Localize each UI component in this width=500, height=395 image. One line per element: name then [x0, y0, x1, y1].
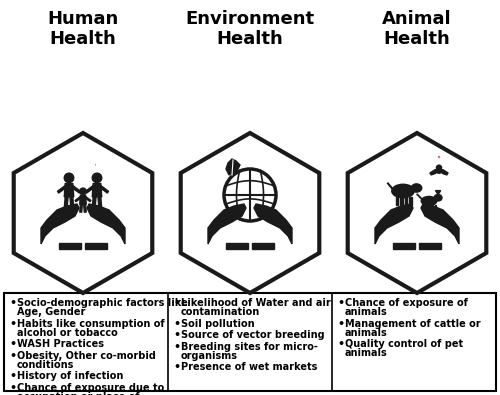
Text: •: •	[10, 351, 16, 361]
Polygon shape	[41, 204, 79, 244]
Text: History of infection: History of infection	[17, 371, 124, 381]
Text: •: •	[10, 299, 16, 308]
Polygon shape	[73, 186, 80, 193]
Text: •: •	[174, 299, 180, 308]
Text: 🐾: 🐾	[436, 152, 442, 162]
Text: •: •	[174, 331, 180, 340]
Text: occupation or place of: occupation or place of	[17, 392, 140, 395]
Text: Soil pollution: Soil pollution	[181, 319, 254, 329]
Text: •: •	[174, 319, 180, 329]
Polygon shape	[439, 170, 448, 175]
Bar	[424, 205, 426, 210]
Polygon shape	[430, 170, 439, 175]
Polygon shape	[438, 157, 440, 158]
Bar	[59, 243, 81, 249]
Text: Obesity, Other co-morbid: Obesity, Other co-morbid	[17, 351, 156, 361]
Text: animals: animals	[345, 348, 388, 358]
Polygon shape	[14, 133, 152, 293]
Bar	[85, 243, 107, 249]
Polygon shape	[84, 204, 86, 212]
Text: Chance of exposure of: Chance of exposure of	[345, 299, 468, 308]
Polygon shape	[180, 133, 320, 293]
Polygon shape	[92, 184, 102, 197]
Text: Chance of exposure due to: Chance of exposure due to	[17, 383, 164, 393]
Ellipse shape	[436, 169, 442, 173]
Polygon shape	[226, 159, 240, 175]
Text: Socio-demographic factors like: Socio-demographic factors like	[17, 299, 188, 308]
Polygon shape	[436, 191, 440, 194]
Bar	[393, 243, 415, 249]
Polygon shape	[101, 186, 108, 193]
Text: Source of vector breeding: Source of vector breeding	[181, 331, 324, 340]
Text: •: •	[338, 339, 344, 349]
Polygon shape	[64, 197, 68, 208]
Polygon shape	[421, 204, 459, 244]
Circle shape	[80, 188, 86, 195]
Circle shape	[64, 173, 74, 182]
Text: •: •	[10, 383, 16, 393]
Text: animals: animals	[345, 328, 388, 338]
Bar	[400, 197, 402, 205]
Bar	[410, 197, 412, 205]
Polygon shape	[98, 197, 102, 208]
Polygon shape	[86, 186, 93, 193]
Polygon shape	[75, 196, 80, 202]
Polygon shape	[348, 133, 486, 293]
Text: animals: animals	[345, 307, 388, 317]
Bar	[396, 197, 398, 205]
Text: Breeding sites for micro-: Breeding sites for micro-	[181, 342, 318, 352]
Bar	[434, 205, 436, 210]
Polygon shape	[375, 204, 413, 244]
Text: WASH Practices: WASH Practices	[17, 339, 104, 349]
Polygon shape	[208, 204, 246, 244]
Polygon shape	[80, 204, 82, 212]
Ellipse shape	[434, 194, 442, 201]
Text: •: •	[174, 363, 180, 372]
Text: contamination: contamination	[181, 307, 260, 317]
Text: Age, Gender: Age, Gender	[17, 307, 86, 317]
Text: alcohol or tobacco: alcohol or tobacco	[17, 328, 118, 338]
Polygon shape	[92, 197, 96, 208]
Bar	[4, 293, 496, 391]
Polygon shape	[58, 186, 65, 193]
Circle shape	[436, 165, 442, 170]
Text: •: •	[338, 299, 344, 308]
Text: •: •	[338, 319, 344, 329]
Text: Animal
Health: Animal Health	[382, 10, 452, 48]
Text: •: •	[10, 319, 16, 329]
Bar	[252, 243, 274, 249]
Bar	[428, 205, 430, 210]
Text: Habits like consumption of: Habits like consumption of	[17, 319, 165, 329]
Text: Management of cattle or: Management of cattle or	[345, 319, 480, 329]
Text: Environment
Health: Environment Health	[186, 10, 314, 48]
Ellipse shape	[411, 184, 422, 192]
Text: •: •	[10, 371, 16, 381]
Text: Likelihood of Water and air: Likelihood of Water and air	[181, 299, 331, 308]
Text: organisms: organisms	[181, 351, 238, 361]
Text: conditions: conditions	[17, 360, 74, 370]
Bar	[432, 205, 433, 210]
Polygon shape	[94, 165, 96, 166]
Text: Quality control of pet: Quality control of pet	[345, 339, 463, 349]
Polygon shape	[64, 184, 74, 197]
Polygon shape	[254, 204, 292, 244]
Ellipse shape	[392, 184, 414, 198]
Polygon shape	[86, 196, 91, 202]
Text: •: •	[10, 339, 16, 349]
Text: •: •	[174, 342, 180, 352]
Bar	[405, 197, 407, 205]
Polygon shape	[80, 195, 86, 204]
Bar	[419, 243, 441, 249]
Polygon shape	[87, 204, 125, 244]
Bar	[226, 243, 248, 249]
Circle shape	[92, 173, 102, 182]
Text: Presence of wet markets: Presence of wet markets	[181, 363, 318, 372]
Ellipse shape	[421, 196, 437, 205]
Polygon shape	[70, 197, 74, 208]
Text: Human
Health: Human Health	[48, 10, 118, 48]
